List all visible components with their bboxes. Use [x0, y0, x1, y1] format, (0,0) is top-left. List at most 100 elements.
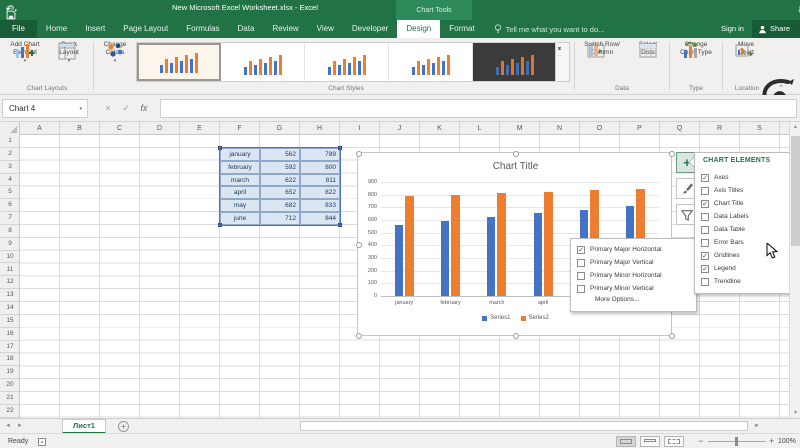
row-header-12[interactable]: 12	[0, 276, 19, 290]
chart-selection-handle[interactable]	[356, 242, 362, 248]
row-header-11[interactable]: 11	[0, 264, 19, 277]
data-cell-value2[interactable]: 800	[300, 160, 340, 174]
gridlines-option-primary-minor-horizontal[interactable]: Primary Minor Horizontal	[577, 269, 695, 282]
new-sheet-button[interactable]: +	[118, 421, 129, 432]
data-cell-month[interactable]: may	[220, 199, 260, 213]
row-header-3[interactable]: 3	[0, 161, 19, 174]
column-header-B[interactable]: B	[60, 122, 100, 135]
gridlines-option-checkbox[interactable]	[577, 284, 585, 293]
legend-item-series1[interactable]: Series1	[482, 315, 511, 321]
gridlines-option-primary-major-horizontal[interactable]: ✓ Primary Major Horizontal	[577, 243, 695, 256]
zoom-out-button[interactable]: −	[698, 436, 704, 446]
axis-titles-checkbox[interactable]	[701, 186, 709, 195]
chart-style-thumbnail-3[interactable]	[305, 43, 389, 81]
scroll-right-icon[interactable]: ►	[754, 423, 760, 429]
chart-style-thumbnail-5[interactable]	[473, 43, 555, 81]
column-header-D[interactable]: D	[140, 122, 180, 135]
share-button[interactable]: Share	[751, 20, 800, 38]
data-cell-value2[interactable]: 822	[300, 186, 340, 200]
chart-element-item-error-bars[interactable]: Error Bars	[701, 236, 791, 249]
row-header-10[interactable]: 10	[0, 251, 19, 264]
customize-qat-icon[interactable]: ▾	[6, 7, 10, 13]
cancel-icon[interactable]: ×	[105, 103, 111, 113]
data-table-checkbox[interactable]	[701, 225, 709, 234]
chart-element-item-axis-titles[interactable]: Axis Titles	[701, 184, 791, 197]
row-header-2[interactable]: 2	[0, 148, 19, 161]
column-header-J[interactable]: J	[380, 122, 420, 135]
tab-design[interactable]: Design	[397, 20, 441, 38]
switch-row-column-button[interactable]: Switch Row/ Column	[577, 41, 627, 85]
row-header-13[interactable]: 13	[0, 289, 19, 303]
chart-element-item-trendline[interactable]: Trendline	[701, 275, 791, 288]
chart-style-thumbnail-1[interactable]	[137, 43, 221, 81]
chart-title[interactable]: Chart Title	[492, 161, 539, 172]
legend-item-series2[interactable]: Series2	[520, 315, 549, 321]
data-cell-month[interactable]: march	[220, 173, 260, 187]
gridlines-option-checkbox[interactable]	[577, 258, 585, 267]
page-break-view-button[interactable]	[664, 436, 684, 447]
change-chart-type-button[interactable]: Change Chart Type	[672, 41, 720, 85]
row-header-7[interactable]: 7	[0, 212, 19, 225]
column-header-G[interactable]: G	[260, 122, 300, 135]
data-cell-value1[interactable]: 622	[260, 173, 300, 187]
row-header-1[interactable]: 1	[0, 135, 19, 148]
select-data-button[interactable]: Select Data	[629, 41, 667, 85]
chart-selection-handle[interactable]	[356, 333, 362, 339]
chart-bar-series1-april[interactable]	[533, 213, 542, 296]
chart-selection-handle[interactable]	[513, 151, 519, 157]
zoom-slider-thumb[interactable]	[735, 437, 738, 446]
vertical-scrollbar-thumb[interactable]	[791, 136, 800, 246]
chart-style-thumbnail-4[interactable]	[389, 43, 473, 81]
chart-bar-series2-january[interactable]	[404, 196, 414, 296]
tab-insert[interactable]: Insert	[85, 24, 106, 33]
data-cell-value1[interactable]: 562	[260, 147, 300, 161]
chart-bar-series2-february[interactable]	[451, 194, 460, 296]
data-cell-value1[interactable]: 682	[260, 199, 300, 213]
gridlines-option-checkbox[interactable]: ✓	[577, 245, 585, 254]
chart-selection-handle[interactable]	[669, 333, 675, 339]
zoom-in-button[interactable]: +	[769, 436, 775, 446]
tab-page-layout[interactable]: Page Layout	[123, 24, 169, 33]
data-cell-month[interactable]: june	[220, 212, 260, 225]
column-header-I[interactable]: I	[340, 122, 380, 135]
chart-bar-series2-april[interactable]	[543, 191, 553, 296]
data-cell-value2[interactable]: 844	[300, 212, 340, 225]
row-header-16[interactable]: 16	[0, 328, 19, 341]
chart-legend[interactable]: Series1 Series2	[358, 315, 673, 321]
chart-bar-series1-january[interactable]	[394, 224, 403, 296]
row-header-6[interactable]: 6	[0, 199, 19, 213]
formula-input[interactable]	[160, 99, 797, 118]
more-options-item[interactable]: More Options...	[595, 296, 640, 303]
add-chart-element-button[interactable]: Add Chart Element ▾	[4, 41, 46, 85]
scroll-up-icon[interactable]: ▲	[793, 124, 798, 130]
minimize-button[interactable]: —	[796, 2, 800, 18]
select-all-button[interactable]	[0, 122, 20, 135]
chart-selection-handle[interactable]	[356, 151, 362, 157]
redo-icon[interactable]: ↷	[6, 4, 15, 15]
column-header-C[interactable]: C	[100, 122, 140, 135]
data-cell-value2[interactable]: 789	[300, 147, 340, 161]
error-bars-checkbox[interactable]	[701, 238, 709, 247]
tab-home[interactable]: Home	[45, 24, 68, 33]
row-header-18[interactable]: 18	[0, 353, 19, 367]
gridlines-checkbox[interactable]: ✓	[701, 251, 709, 260]
trendline-checkbox[interactable]	[701, 277, 709, 286]
column-header-K[interactable]: K	[420, 122, 460, 135]
chart-bar-series1-march[interactable]	[487, 217, 496, 296]
data-cell-value1[interactable]: 652	[260, 186, 300, 200]
chart-style-thumbnail-2[interactable]	[221, 43, 305, 81]
data-cell-value1[interactable]: 712	[260, 212, 300, 225]
chart-element-item-data-labels[interactable]: Data Labels	[701, 210, 791, 223]
row-header-15[interactable]: 15	[0, 315, 19, 328]
chart-bar-series2-march[interactable]	[497, 193, 507, 296]
data-cell-value1[interactable]: 592	[260, 160, 300, 174]
normal-view-button[interactable]	[616, 436, 636, 447]
collapse-ribbon-icon[interactable]: ⌃	[778, 85, 784, 92]
macro-record-icon[interactable]	[38, 438, 46, 446]
gridlines-option-primary-major-vertical[interactable]: Primary Major Vertical	[577, 256, 695, 269]
column-header-M[interactable]: M	[500, 122, 540, 135]
column-header-F[interactable]: F	[220, 122, 260, 135]
row-header-4[interactable]: 4	[0, 174, 19, 187]
chart-element-item-axes[interactable]: ✓ Axes	[701, 171, 791, 184]
tab-developer[interactable]: Developer	[351, 24, 389, 33]
